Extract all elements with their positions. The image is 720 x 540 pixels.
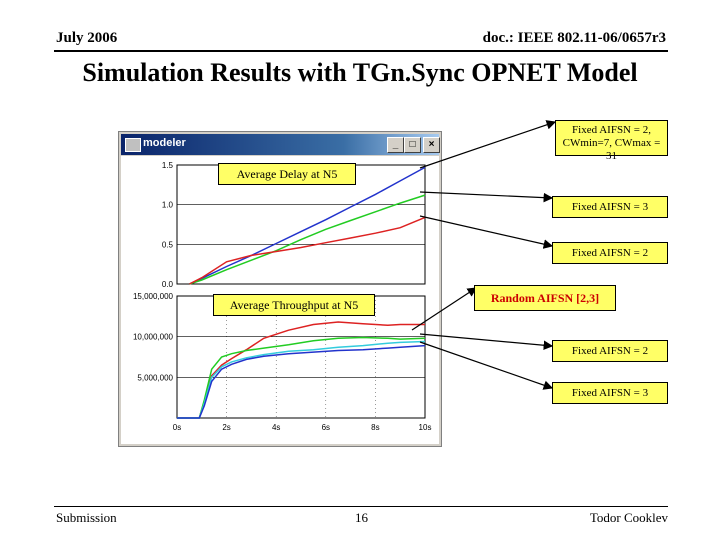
arrow-fixed3-top <box>419 191 554 203</box>
arrow-fixed2-top <box>419 215 554 249</box>
xtick-label-1: 2s <box>222 423 230 432</box>
callout-average-throughput: Average Throughput at N5 <box>213 294 375 316</box>
xtick-label-0: 0s <box>173 423 181 432</box>
callout-fixed-aifsn-2-cw: Fixed AIFSN = 2, CWmin=7, CWmax = 31 <box>555 120 668 162</box>
app-icon <box>125 138 141 152</box>
minimize-button[interactable]: _ <box>387 137 404 153</box>
xtick-label-4: 8s <box>371 423 379 432</box>
header-date: July 2006 <box>56 30 118 46</box>
ytick-label-0-1: 1.0 <box>162 201 174 210</box>
header-rule <box>54 50 668 52</box>
callout-random-aifsn: Random AIFSN [2,3] <box>474 285 616 311</box>
close-button[interactable]: × <box>423 137 440 153</box>
arrow-random <box>411 287 478 331</box>
slide-title: Simulation Results with TGn.Sync OPNET M… <box>82 58 638 87</box>
xtick-label-3: 6s <box>322 423 330 432</box>
footer-author: Todor Cooklev <box>589 510 668 525</box>
maximize-button[interactable]: □ <box>404 137 421 153</box>
ytick-label-1-0: 15,000,000 <box>133 292 174 301</box>
xtick-label-2: 4s <box>272 423 280 432</box>
series-line-1-blue <box>177 344 426 419</box>
ytick-label-0-3: 0.0 <box>162 280 174 289</box>
xtick-label-5: 10s <box>419 423 432 432</box>
series-line-1-green <box>177 336 426 419</box>
arrow-fixed2-bottom <box>419 333 554 351</box>
ytick-label-1-1: 10,000,000 <box>133 333 174 342</box>
window-title: modeler <box>143 137 186 149</box>
callout-fixed-aifsn-3-bottom: Fixed AIFSN = 3 <box>552 382 668 404</box>
footer-submission: Submission <box>56 510 117 525</box>
arrow-fixed3-bottom <box>419 341 554 390</box>
ytick-label-0-0: 1.5 <box>162 161 174 170</box>
series-line-1-cyan <box>177 340 426 419</box>
series-line-0-green <box>189 194 426 285</box>
callout-fixed-aifsn-2-top: Fixed AIFSN = 2 <box>552 242 668 264</box>
header-doc-id: doc.: IEEE 802.11-06/0657r3 <box>482 30 666 46</box>
callout-fixed-aifsn-2-bottom: Fixed AIFSN = 2 <box>552 340 668 362</box>
callout-average-delay: Average Delay at N5 <box>218 163 356 185</box>
footer-rule <box>54 506 668 507</box>
series-line-0-blue <box>189 166 426 285</box>
callout-fixed-aifsn-3-top: Fixed AIFSN = 3 <box>552 196 668 218</box>
ytick-label-0-2: 0.5 <box>162 240 174 249</box>
ytick-label-1-2: 5,000,000 <box>137 373 173 382</box>
window-titlebar[interactable]: modeler _ □ × <box>121 134 440 155</box>
footer-page-number: 16 <box>355 510 368 525</box>
series-line-0-red <box>189 216 426 285</box>
arrow-fixed-cw <box>419 120 557 169</box>
